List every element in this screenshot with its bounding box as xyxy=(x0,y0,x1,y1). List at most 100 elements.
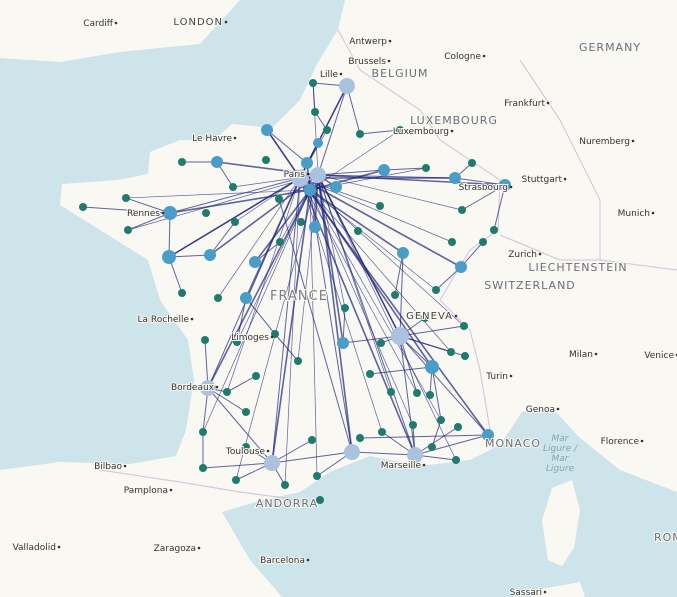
node xyxy=(396,126,404,134)
node xyxy=(397,247,409,259)
node xyxy=(339,78,355,94)
edge xyxy=(317,174,463,211)
node xyxy=(499,179,511,191)
node xyxy=(162,250,176,264)
node xyxy=(391,327,409,345)
node xyxy=(387,388,395,396)
node xyxy=(294,357,302,365)
edge xyxy=(317,174,456,179)
border xyxy=(99,29,677,501)
node xyxy=(409,421,417,429)
edge xyxy=(309,189,404,254)
nodes xyxy=(79,78,511,504)
node xyxy=(413,389,421,397)
node xyxy=(366,370,374,378)
node xyxy=(276,238,284,246)
city-label: La Rochelle xyxy=(138,315,190,325)
city-label: Cardiff xyxy=(83,19,114,29)
node xyxy=(211,156,223,168)
edge xyxy=(493,184,506,231)
city-dot xyxy=(169,488,173,492)
edge xyxy=(169,177,301,214)
city-dot xyxy=(509,374,513,378)
city-label: Zurich xyxy=(508,250,537,260)
city-dot xyxy=(190,317,194,321)
edge xyxy=(127,174,319,231)
edge xyxy=(317,174,346,309)
node xyxy=(199,464,207,472)
edge xyxy=(82,206,171,214)
node xyxy=(428,443,436,451)
node xyxy=(122,194,130,202)
node xyxy=(252,372,260,380)
edge xyxy=(168,212,171,258)
node xyxy=(490,226,498,234)
node xyxy=(337,337,349,349)
node xyxy=(310,167,326,183)
node xyxy=(229,183,237,191)
edge xyxy=(309,189,452,353)
edge xyxy=(299,177,418,394)
node xyxy=(454,423,462,431)
edge xyxy=(359,434,489,439)
sea-label: Mar xyxy=(552,454,570,464)
city-label: Rennes xyxy=(127,209,160,219)
node xyxy=(233,338,241,346)
node xyxy=(242,408,250,416)
node xyxy=(163,206,177,220)
region-label: FRANCE xyxy=(270,289,328,304)
node xyxy=(262,156,270,164)
city-label: Valladolid xyxy=(13,543,56,553)
edge xyxy=(309,129,401,191)
region-label: ANDORRA xyxy=(256,497,318,510)
city-dot xyxy=(422,463,426,467)
edge xyxy=(217,177,301,299)
edge xyxy=(207,177,301,389)
city-label: Toulouse xyxy=(225,447,266,457)
edge xyxy=(317,169,385,176)
edge xyxy=(299,177,381,207)
node xyxy=(344,444,360,460)
node xyxy=(407,447,423,463)
city-label: Munich xyxy=(618,209,650,219)
edge xyxy=(207,387,273,464)
city-dot xyxy=(270,335,274,339)
edge xyxy=(454,177,506,186)
edge xyxy=(383,167,427,171)
edge xyxy=(309,189,437,291)
node xyxy=(223,388,231,396)
region-label: GERMANY xyxy=(579,41,641,54)
city-dot xyxy=(215,385,219,389)
city-dot xyxy=(387,59,391,63)
city-label: Strasbourg xyxy=(459,183,508,193)
city-dot xyxy=(640,439,644,443)
node xyxy=(297,218,305,226)
edge xyxy=(312,82,316,113)
city-dot xyxy=(546,101,550,105)
edge xyxy=(245,297,276,335)
node xyxy=(422,164,430,172)
city-label: Stuttgart xyxy=(522,175,563,185)
city-label: Brussels xyxy=(348,57,386,67)
node xyxy=(376,202,384,210)
city-label: Cologne xyxy=(444,52,481,62)
node xyxy=(323,126,331,134)
edge xyxy=(317,174,344,344)
node xyxy=(242,443,250,451)
sea-label: Mar xyxy=(552,434,570,444)
edge xyxy=(278,198,353,453)
city-label: Sassari xyxy=(510,588,542,597)
node xyxy=(458,206,466,214)
node xyxy=(231,218,239,226)
node xyxy=(200,380,216,396)
edge xyxy=(399,335,489,436)
city-dot xyxy=(482,54,486,58)
edge xyxy=(309,189,414,426)
edges xyxy=(82,82,506,486)
city-label: Genoa xyxy=(526,405,555,415)
city-dot xyxy=(450,129,454,133)
city-label: Bordeaux xyxy=(171,383,215,393)
edge xyxy=(207,189,311,389)
edge xyxy=(168,177,301,258)
